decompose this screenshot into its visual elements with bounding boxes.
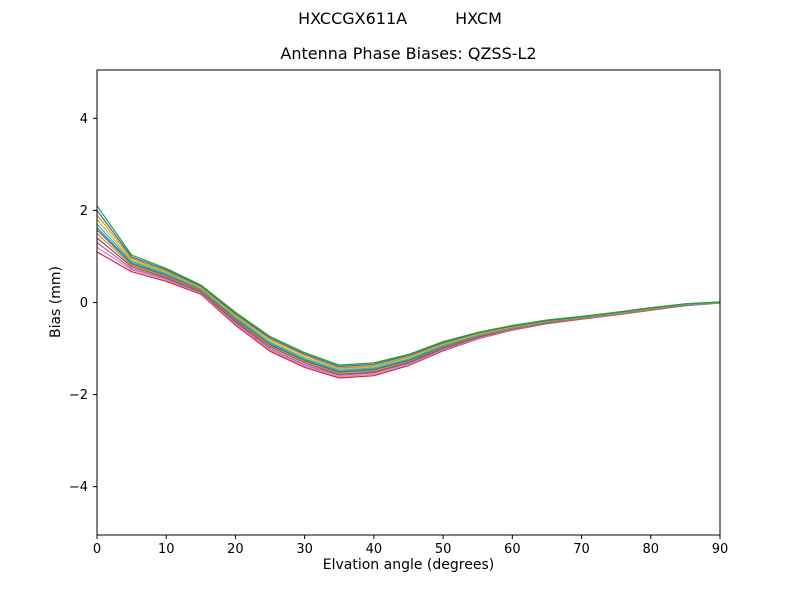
- x-tick-label: 10: [158, 542, 175, 557]
- series-line-line-10: [96, 214, 721, 369]
- x-tick-label: 50: [435, 542, 452, 557]
- series-line-line-05: [96, 232, 721, 374]
- x-tick-label: 80: [643, 542, 660, 557]
- series-line-line-06: [96, 229, 721, 373]
- x-tick-label: 0: [93, 542, 101, 557]
- axes-spines: [96, 69, 721, 536]
- y-tick-label: 2: [80, 204, 88, 219]
- axes-title: Antenna Phase Biases: QZSS-L2: [280, 44, 537, 63]
- series-line-line-09: [96, 219, 721, 370]
- figure-suptitle: HXCCGX611A HXCM: [0, 9, 800, 28]
- x-tick-label: 40: [366, 542, 383, 557]
- series-line-line-07: [96, 226, 721, 372]
- x-tick-label: 20: [227, 542, 244, 557]
- series-line-line-12: [96, 205, 721, 366]
- y-tick-label: −2: [69, 388, 88, 403]
- y-tick-label: 4: [80, 112, 88, 127]
- y-tick-label: 0: [80, 296, 88, 311]
- y-tick-label: −4: [69, 480, 88, 495]
- suptitle-antenna-id: HXCCGX611A: [298, 9, 408, 28]
- y-axis-label: Bias (mm): [48, 265, 64, 339]
- x-tick-label: 30: [296, 542, 313, 557]
- x-tick-label: 60: [504, 542, 521, 557]
- series-line-line-04: [96, 237, 721, 375]
- suptitle-receiver-id: HXCM: [455, 9, 502, 28]
- x-axis-label: Elvation angle (degrees): [322, 557, 495, 573]
- x-tick-label: 70: [573, 542, 590, 557]
- x-tick-label: 90: [712, 542, 729, 557]
- series-line-line-08: [96, 223, 721, 371]
